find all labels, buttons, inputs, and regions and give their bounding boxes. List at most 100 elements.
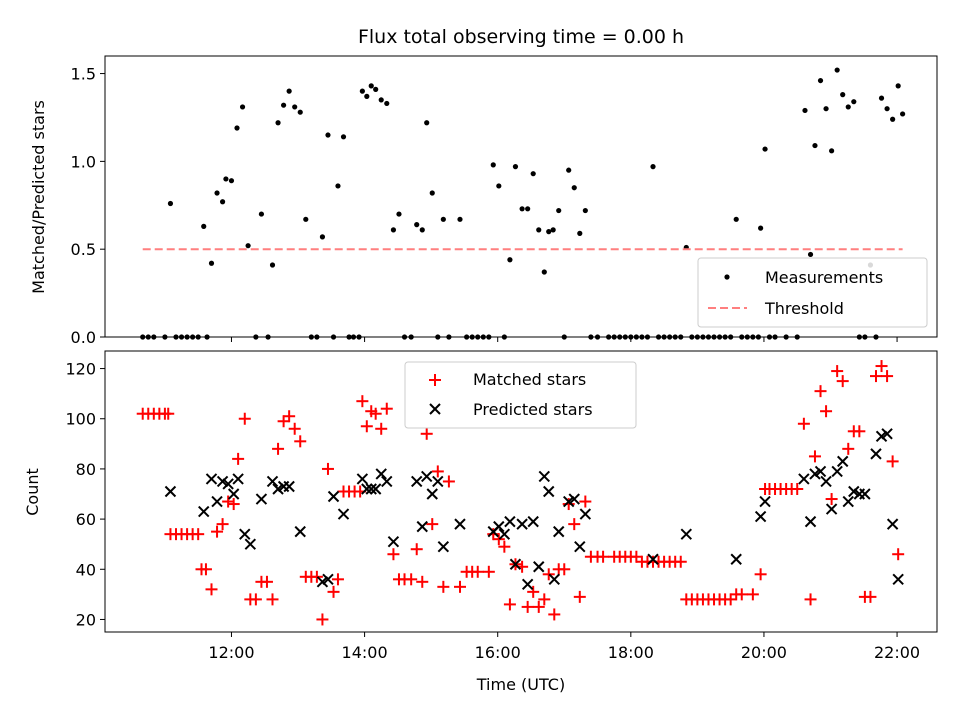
matched-point (310, 570, 323, 583)
measurement-point (582, 207, 588, 214)
measurement-point (802, 107, 808, 114)
measurement-point (384, 100, 390, 107)
predicted-point (680, 528, 692, 540)
matched-point (199, 563, 212, 576)
predicted-point (548, 573, 560, 586)
measurement-point (507, 257, 513, 263)
measurement-point (269, 262, 276, 268)
predicted-point (381, 475, 393, 488)
measurement-point (359, 88, 365, 94)
ratio-y-axis-label: Matched/Predicted stars (29, 100, 48, 294)
measurement-point (530, 171, 536, 177)
matched-point (277, 415, 290, 428)
predicted-point (759, 495, 771, 508)
measurement-point (368, 83, 374, 89)
measurement-point (829, 148, 835, 154)
matched-point (369, 407, 382, 420)
matched-point (881, 370, 894, 383)
measurement-point (373, 86, 379, 92)
matched-point (162, 407, 175, 420)
measurement-point (201, 223, 207, 229)
measurement-point (817, 77, 824, 84)
measurement-point (424, 120, 430, 126)
ratio-legend: Measurements Threshold (697, 257, 928, 328)
measurement-point (440, 216, 446, 222)
matched-point (814, 385, 827, 398)
matched-point (227, 498, 240, 511)
predicted-point (579, 508, 592, 520)
predicted-point (859, 488, 871, 500)
matched-point (387, 548, 400, 561)
measurement-point (245, 243, 251, 249)
measurement-point (292, 104, 298, 110)
matched-point (825, 493, 838, 506)
measurement-point (733, 216, 739, 222)
matched-point (453, 580, 466, 593)
matched-point (538, 593, 551, 606)
predicted-point (375, 468, 387, 480)
ratio-plot-frame (104, 55, 938, 338)
measurement-point (812, 142, 818, 149)
predicted-point (842, 495, 854, 508)
predicted-point (411, 475, 423, 488)
predicted-point (533, 561, 545, 573)
matched-point (260, 575, 273, 588)
predicted-point (804, 515, 817, 528)
x-tick-label: 12:00 (208, 643, 254, 662)
matched-point (426, 518, 439, 531)
matched-point (804, 593, 817, 606)
y-tick-label: 120 (65, 360, 96, 379)
measurement-point (219, 199, 226, 205)
measurement-point (167, 200, 174, 207)
measurement-point (519, 206, 525, 212)
measurement-point (895, 83, 901, 89)
matched-point (864, 590, 877, 603)
matched-point (272, 442, 285, 455)
predicted-point (498, 528, 511, 540)
measurement-point (884, 106, 890, 112)
matched-point (416, 575, 429, 588)
y-tick-label: 60 (76, 510, 96, 529)
measurement-point (577, 230, 583, 236)
count-marks (136, 360, 905, 626)
predicted-point (454, 518, 466, 530)
matched-point (808, 450, 821, 463)
measurement-point (457, 216, 463, 222)
predicted-point (211, 495, 223, 508)
measurement-point (550, 227, 556, 233)
matched-point (327, 585, 340, 598)
measurement-point (546, 229, 552, 235)
predicted-point (369, 483, 382, 495)
measurement-point (234, 125, 240, 131)
matched-point (558, 563, 571, 576)
matched-point (853, 425, 866, 438)
matched-point (238, 412, 251, 425)
predicted-point (509, 558, 522, 570)
predicted-point (227, 488, 240, 500)
matched-point (886, 455, 899, 468)
predicted-point (568, 493, 580, 505)
matched-point (487, 528, 500, 541)
matched-point (542, 568, 555, 581)
predicted-point (294, 525, 306, 538)
matched-point (360, 420, 373, 433)
measurement-point (536, 227, 542, 233)
measurement-point (325, 132, 331, 138)
x-tick-label: 20:00 (741, 643, 787, 662)
matched-point (875, 360, 888, 373)
count-legend: Matched stars Predicted stars (404, 361, 637, 429)
y-tick-label: 40 (76, 560, 96, 579)
measurement-point (541, 269, 547, 275)
predicted-point (232, 473, 244, 485)
measurement-point (390, 227, 397, 233)
x-axis-label: Time (UTC) (476, 675, 565, 694)
predicted-point (432, 475, 444, 488)
legend-matched-marker (429, 374, 441, 386)
measurement-point (890, 116, 896, 122)
matched-point (579, 495, 592, 508)
predicted-point (205, 473, 218, 485)
ratio-legend-box (697, 257, 928, 328)
measurement-point (900, 111, 906, 117)
measurement-point (275, 120, 281, 126)
measurement-point (286, 88, 292, 94)
